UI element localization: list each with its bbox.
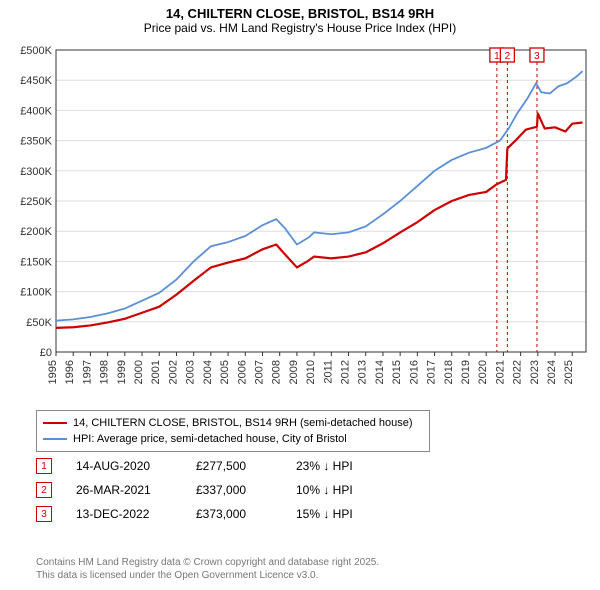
transaction-marker: 2 xyxy=(36,482,52,498)
svg-text:1995: 1995 xyxy=(47,360,59,384)
legend-swatch xyxy=(43,422,67,424)
legend-row: 14, CHILTERN CLOSE, BRISTOL, BS14 9RH (s… xyxy=(43,415,423,431)
svg-text:3: 3 xyxy=(534,51,540,62)
transaction-price: £277,500 xyxy=(196,459,296,473)
svg-text:1998: 1998 xyxy=(99,360,111,384)
transaction-delta: 23% ↓ HPI xyxy=(296,459,396,473)
transaction-date: 26-MAR-2021 xyxy=(76,483,196,497)
svg-text:1997: 1997 xyxy=(81,360,93,384)
svg-text:£450K: £450K xyxy=(20,75,52,87)
page-subtitle: Price paid vs. HM Land Registry's House … xyxy=(0,21,600,37)
footer-attribution: Contains HM Land Registry data © Crown c… xyxy=(36,556,379,582)
svg-text:2003: 2003 xyxy=(185,360,197,384)
svg-text:2017: 2017 xyxy=(426,360,438,384)
svg-text:1: 1 xyxy=(494,51,500,62)
svg-text:2: 2 xyxy=(505,51,511,62)
svg-text:2010: 2010 xyxy=(305,360,317,384)
svg-text:2004: 2004 xyxy=(202,360,214,384)
svg-text:2008: 2008 xyxy=(271,360,283,384)
legend-swatch xyxy=(43,438,67,440)
svg-text:2002: 2002 xyxy=(167,360,179,384)
svg-text:2020: 2020 xyxy=(477,360,489,384)
svg-text:2025: 2025 xyxy=(563,360,575,384)
transaction-delta: 15% ↓ HPI xyxy=(296,507,396,521)
transaction-marker: 1 xyxy=(36,458,52,474)
svg-text:£150K: £150K xyxy=(20,256,52,268)
transaction-delta: 10% ↓ HPI xyxy=(296,483,396,497)
transaction-price: £337,000 xyxy=(196,483,296,497)
svg-text:£100K: £100K xyxy=(20,287,52,299)
transaction-date: 14-AUG-2020 xyxy=(76,459,196,473)
svg-text:2021: 2021 xyxy=(494,360,506,384)
svg-text:2011: 2011 xyxy=(322,360,334,384)
legend: 14, CHILTERN CLOSE, BRISTOL, BS14 9RH (s… xyxy=(36,410,430,452)
transaction-row: 3 13-DEC-2022£373,00015% ↓ HPI xyxy=(36,502,396,526)
legend-label: HPI: Average price, semi-detached house,… xyxy=(73,433,347,445)
transaction-date: 13-DEC-2022 xyxy=(76,507,196,521)
legend-row: HPI: Average price, semi-detached house,… xyxy=(43,431,423,447)
svg-text:2005: 2005 xyxy=(219,360,231,384)
svg-text:1996: 1996 xyxy=(64,360,76,384)
svg-text:2022: 2022 xyxy=(512,360,524,384)
svg-text:2009: 2009 xyxy=(288,360,300,384)
transaction-row: 1 14-AUG-2020£277,50023% ↓ HPI xyxy=(36,454,396,478)
transaction-price: £373,000 xyxy=(196,507,296,521)
svg-text:£200K: £200K xyxy=(20,226,52,238)
svg-text:2001: 2001 xyxy=(150,360,162,384)
svg-text:2018: 2018 xyxy=(443,360,455,384)
footer-line: This data is licensed under the Open Gov… xyxy=(36,569,379,582)
svg-text:£50K: £50K xyxy=(26,317,52,329)
transactions-table: 1 14-AUG-2020£277,50023% ↓ HPI 2 26-MAR-202… xyxy=(36,454,396,526)
svg-text:2016: 2016 xyxy=(408,360,420,384)
footer-line: Contains HM Land Registry data © Crown c… xyxy=(36,556,379,569)
svg-text:2015: 2015 xyxy=(391,360,403,384)
svg-text:£400K: £400K xyxy=(20,105,52,117)
svg-text:£500K: £500K xyxy=(20,45,52,57)
svg-text:2014: 2014 xyxy=(374,360,386,384)
svg-text:£250K: £250K xyxy=(20,196,52,208)
line-chart: £0 £50K £100K £150K £200K £250K £300K £350K £400… xyxy=(8,44,592,404)
svg-text:£300K: £300K xyxy=(20,166,52,178)
transaction-row: 2 26-MAR-2021£337,00010% ↓ HPI xyxy=(36,478,396,502)
svg-text:2000: 2000 xyxy=(133,360,145,384)
svg-text:2013: 2013 xyxy=(357,360,369,384)
svg-text:£350K: £350K xyxy=(20,136,52,148)
chart-container: £0 £50K £100K £150K £200K £250K £300K £350K £400… xyxy=(8,44,592,404)
legend-label: 14, CHILTERN CLOSE, BRISTOL, BS14 9RH (s… xyxy=(73,417,413,429)
page-title: 14, CHILTERN CLOSE, BRISTOL, BS14 9RH xyxy=(0,0,600,21)
svg-text:2023: 2023 xyxy=(529,360,541,384)
svg-text:2012: 2012 xyxy=(340,360,352,384)
svg-text:2006: 2006 xyxy=(236,360,248,384)
svg-text:£0: £0 xyxy=(40,347,52,359)
transaction-marker: 3 xyxy=(36,506,52,522)
svg-text:1999: 1999 xyxy=(116,360,128,384)
svg-text:2019: 2019 xyxy=(460,360,472,384)
svg-text:2024: 2024 xyxy=(546,360,558,384)
svg-text:2007: 2007 xyxy=(253,360,265,384)
